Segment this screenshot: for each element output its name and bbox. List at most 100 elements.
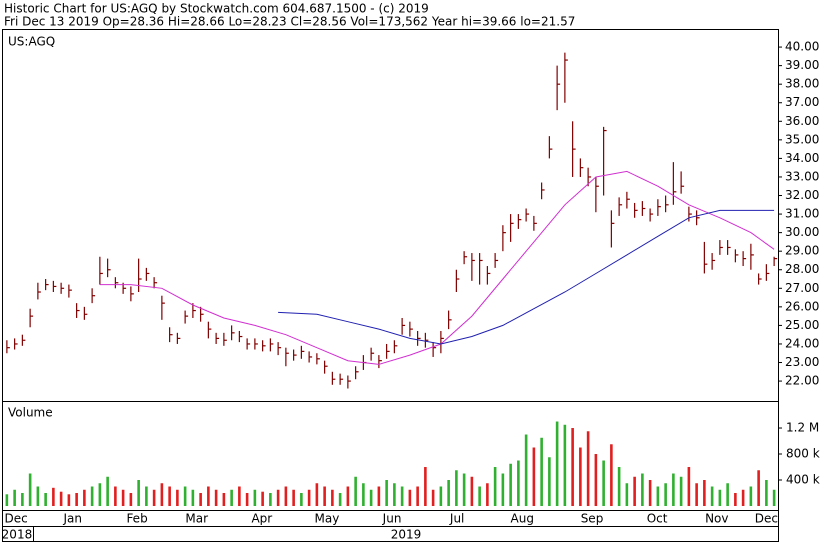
volume-y-tick-label: 800 k [786,447,820,461]
x-tick-label: Oct [647,512,668,526]
volume-bar [617,467,621,506]
volume-bar [83,489,86,506]
volume-bar [633,476,636,506]
volume-y-tick-label: 400 k [786,473,820,487]
volume-bar [687,467,691,506]
volume-bar [548,457,551,506]
volume-bar [594,454,598,506]
symbol-label: US:AGQ [8,35,55,49]
volume-bar [664,483,667,506]
volume-bar [90,486,94,506]
y-tick-label: 39.00 [785,58,819,72]
volume-bar [703,480,706,506]
x-tick-label: Jun [382,512,402,526]
volume-bar [400,486,404,506]
volume-bar [160,483,164,506]
x-tick-label: Sep [581,512,604,526]
volume-bar [579,447,582,506]
volume-bar [369,489,373,506]
y-tick-label: 30.00 [785,225,819,239]
volume-bar [610,444,613,506]
y-tick-label: 25.00 [785,318,819,332]
volume-bar [571,428,574,506]
volume-bar [191,489,195,506]
volume-bar [679,476,683,506]
volume-y-tick-label: 1.2 M [786,421,819,435]
volume-bar [129,493,133,506]
volume-bar [238,486,241,506]
volume-bar [648,480,652,506]
volume-bar [509,463,512,506]
volume-bar [656,486,660,506]
y-tick-label: 23.00 [785,355,819,369]
volume-bar [765,480,768,506]
volume-bar [269,493,272,506]
volume-bar [757,470,760,506]
volume-bar [331,489,334,506]
year-label: 2018 [2,528,33,542]
x-tick-label: Apr [251,512,272,526]
volume-bar [493,467,497,506]
volume-bar [447,480,450,506]
volume-bar [44,493,47,506]
volume-bar [625,483,629,506]
x-tick-label: Aug [511,512,534,526]
year-strip [2,526,779,542]
volume-bar [555,421,559,506]
volume-bar [292,489,295,506]
volume-bar [749,486,753,506]
volume-bar [501,473,505,506]
volume-bar [424,467,427,506]
volume-bar [524,434,528,506]
y-tick-label: 38.00 [785,77,819,91]
y-tick-label: 37.00 [785,95,819,109]
volume-bar [478,486,481,506]
volume-bar [741,489,745,506]
volume-bar [59,491,63,506]
x-tick-label: Dec [5,512,28,526]
volume-bar [300,493,303,506]
y-tick-label: 29.00 [785,244,819,258]
volume-bar [106,476,109,506]
volume-bar [137,480,140,506]
volume-bar [602,460,605,506]
volume-bar [455,470,458,506]
y-tick-label: 24.00 [785,336,819,350]
y-tick-label: 40.00 [785,40,819,54]
volume-bar [121,489,125,506]
volume-bar [176,489,179,506]
moving-average [278,209,775,345]
volume-bar [307,489,311,506]
volume-bar [36,486,40,506]
y-tick-label: 33.00 [785,169,819,183]
x-tick-label: Jul [449,512,464,526]
volume-bar [563,424,567,506]
volume-bar [772,489,776,506]
volume-bar [276,489,280,506]
x-tick-label: May [315,512,340,526]
volume-bar [532,447,536,506]
volume-bar [145,486,148,506]
x-tick-label: Nov [705,512,728,526]
volume-bar [253,489,257,506]
volume-bar [393,483,396,506]
volume-bar [462,473,466,506]
volume-bar [13,489,16,506]
y-tick-label: 35.00 [785,132,819,146]
volume-bar [28,473,32,506]
volume-bar [695,483,698,506]
y-tick-label: 27.00 [785,281,819,295]
volume-bar [214,489,218,506]
volume-bar [726,483,729,506]
volume-bar [207,486,210,506]
volume-bar [354,476,357,506]
volume-bar [21,493,24,506]
y-tick-label: 34.00 [785,151,819,165]
volume-bar [261,491,264,506]
volume-bar [52,487,55,506]
volume-bar [346,486,350,506]
y-tick-label: 26.00 [785,299,819,313]
volume-label: Volume [8,406,53,420]
